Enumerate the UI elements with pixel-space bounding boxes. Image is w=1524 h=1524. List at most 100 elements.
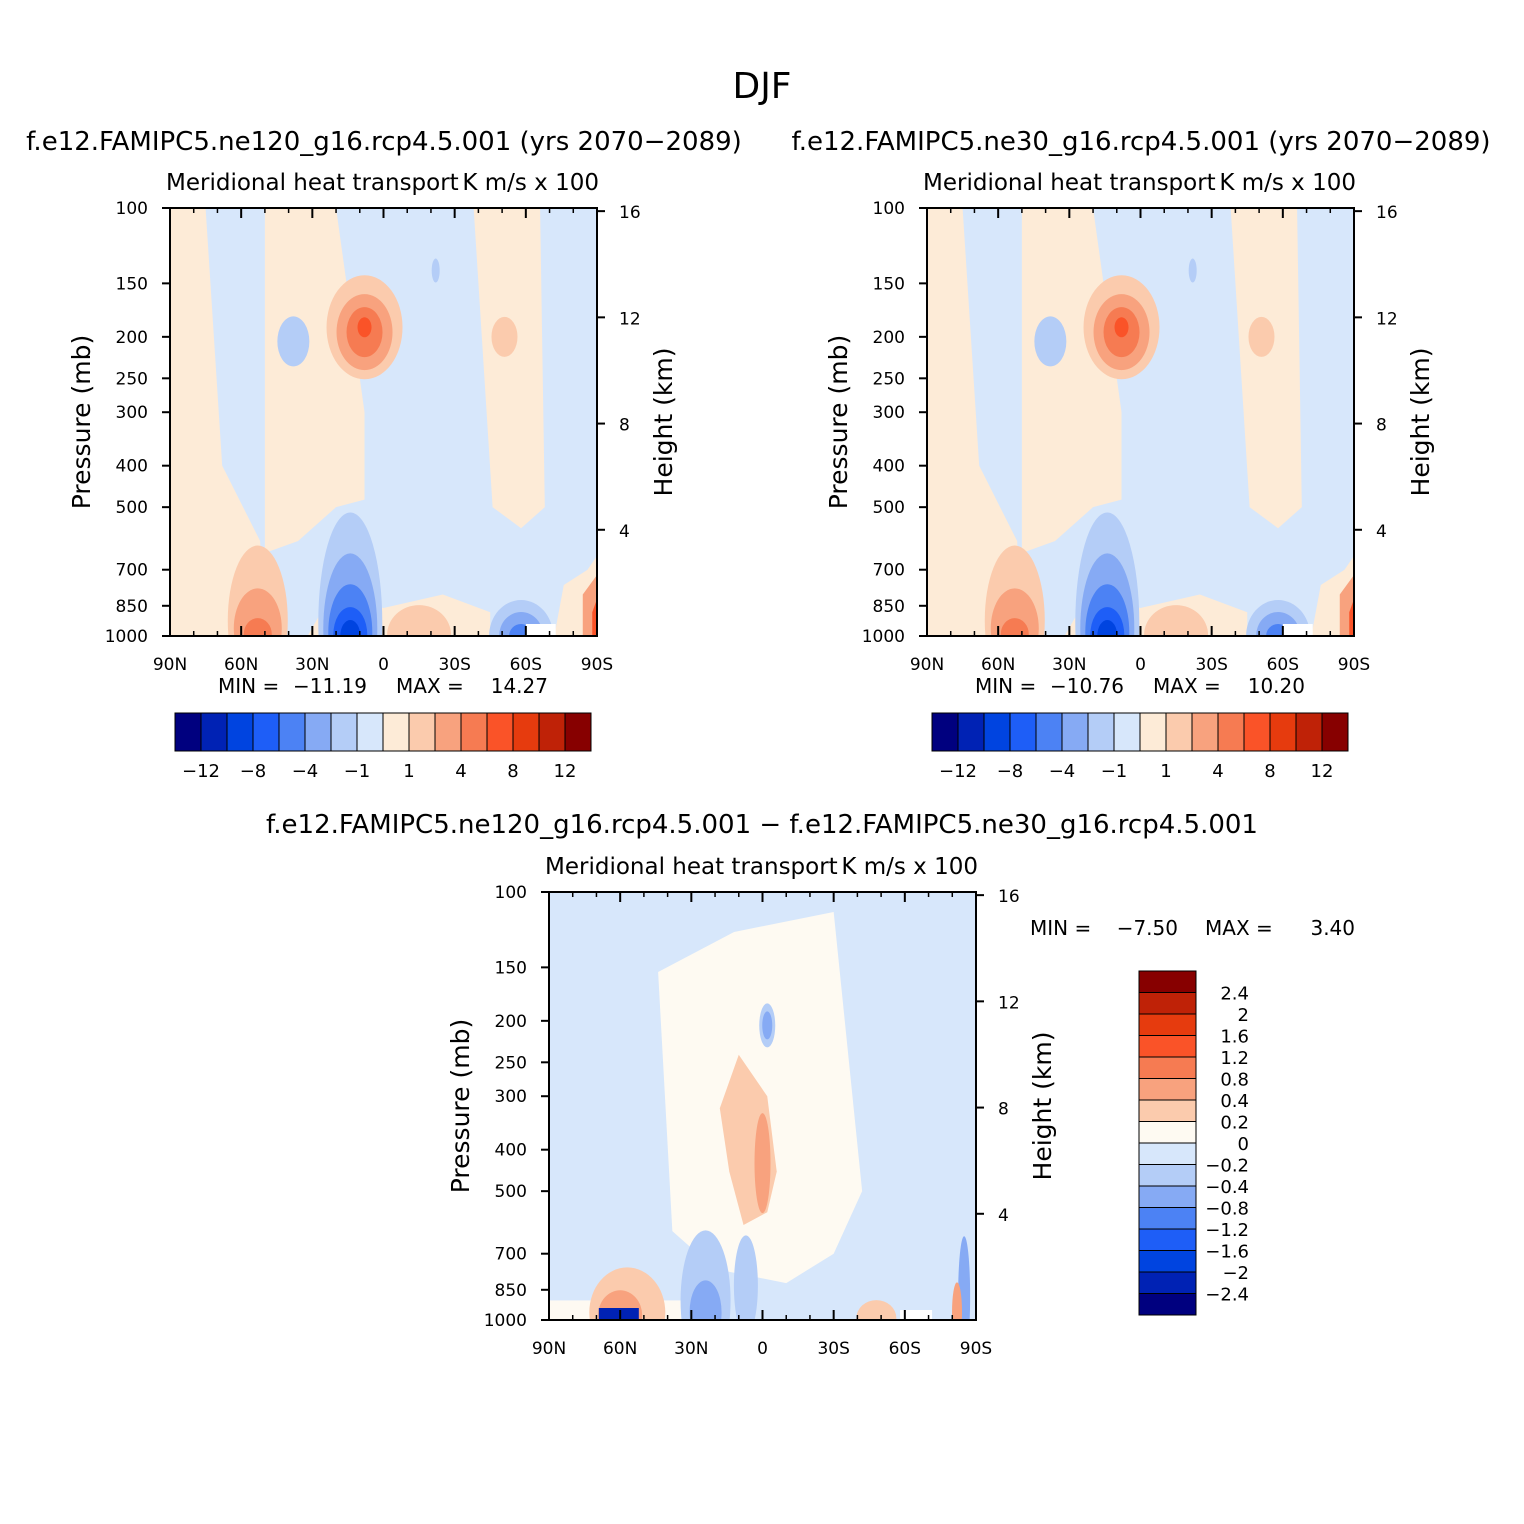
x-tick-label: 60S: [1267, 655, 1299, 675]
y-tick-label: 100: [116, 199, 148, 219]
stats-max-value: 14.27: [491, 674, 548, 698]
colorbar-box: [512, 712, 540, 752]
antarctic-pos-l3: [592, 599, 597, 636]
figure-title: DJF: [732, 66, 791, 107]
y2-tick-label: 4: [1376, 522, 1387, 542]
colorbar-box: [1321, 712, 1349, 752]
y2-axis-label: Height (km): [1028, 1032, 1057, 1181]
colorbar-box: [1191, 712, 1219, 752]
colorbar-box: [1138, 1250, 1197, 1273]
x-tick-label: 0: [1135, 655, 1146, 675]
positive-region-nh: [170, 208, 265, 636]
storm-track-l3: [243, 618, 272, 636]
stats-max-label: MAX =: [396, 674, 464, 698]
sh-jet-max: [491, 316, 518, 357]
colorbar-label: −0.8: [1205, 1199, 1249, 1220]
colorbar-box: [1138, 1099, 1197, 1122]
y-tick-label: 500: [116, 498, 148, 518]
plot-left-title: Meridional heat transport: [166, 170, 459, 196]
x-tick-label: 90S: [1338, 655, 1370, 675]
colorbar-box: [1243, 712, 1271, 752]
colorbar-label: 4: [1212, 761, 1223, 782]
y-tick-label: 400: [873, 457, 905, 477]
colorbar-box: [1139, 712, 1167, 752]
colorbar-label: −0.2: [1205, 1156, 1249, 1177]
colorbar-box: [1138, 1271, 1197, 1294]
colorbar-label: −1.2: [1205, 1220, 1249, 1241]
missing-data-patch: [1282, 624, 1313, 636]
colorbar-box: [278, 712, 306, 752]
y-tick-label: 300: [495, 1087, 527, 1107]
colorbar-box: [460, 712, 488, 752]
colorbar-box: [1061, 712, 1089, 752]
x-tick-label: 30N: [295, 655, 329, 675]
colorbar-box: [1165, 712, 1193, 752]
contour-field: [927, 208, 1354, 636]
colorbar-box: [1138, 1121, 1197, 1144]
y-tick-label: 400: [495, 1141, 527, 1161]
colorbar-box: [957, 712, 985, 752]
colorbar-box: [1138, 1228, 1197, 1251]
colorbar-box: [434, 712, 462, 752]
y-tick-label: 1000: [105, 627, 148, 647]
colorbar-label: 8: [507, 761, 518, 782]
y-tick-label: 250: [116, 369, 148, 389]
y2-tick-label: 8: [619, 416, 630, 436]
x-tick-label: 90S: [960, 1339, 992, 1359]
neg-core-upper-nh: [277, 316, 310, 367]
stats-min-value: −11.19: [293, 674, 367, 698]
y2-tick-label: 8: [1376, 416, 1387, 436]
colorbar-label: 0: [1238, 1134, 1249, 1155]
neg-core-upper-nh: [1034, 316, 1067, 367]
x-tick-label: 90S: [581, 655, 613, 675]
stats-min-label: MIN =: [218, 674, 279, 698]
y-tick-label: 200: [116, 328, 148, 348]
x-tick-label: 0: [757, 1339, 768, 1359]
panel-ne30: f.e12.FAMIPC5.ne30_g16.rcp4.5.001 (yrs 2…: [791, 127, 1490, 782]
missing-data-patch: [900, 1310, 933, 1320]
colorbar-box: [226, 712, 254, 752]
y-tick-label: 300: [873, 403, 905, 423]
x-tick-label: 30S: [438, 655, 470, 675]
colorbar-label: 2: [1238, 1005, 1249, 1026]
neg-core-upper-sh: [431, 258, 440, 283]
y-tick-label: 400: [116, 457, 148, 477]
plot-left-title: Meridional heat transport: [923, 170, 1216, 196]
y-tick-label: 250: [495, 1053, 527, 1073]
colorbar-label: 12: [1311, 761, 1334, 782]
colorbar-box: [356, 712, 384, 752]
diff-low-neg-l2: [689, 1280, 722, 1320]
colorbar-label: −1: [1101, 761, 1128, 782]
x-tick-label: 60S: [889, 1339, 921, 1359]
colorbar-box: [1138, 992, 1197, 1015]
colorbar-label: 4: [455, 761, 466, 782]
missing-data-patch: [525, 624, 556, 636]
y-tick-label: 300: [116, 403, 148, 423]
plot-units: K m/s x 100: [841, 854, 978, 880]
x-tick-label: 30N: [674, 1339, 708, 1359]
y-tick-label: 850: [873, 597, 905, 617]
diff-sh-low-pos: [856, 1300, 897, 1320]
stats-max-value: 10.20: [1248, 674, 1305, 698]
y2-tick-label: 4: [998, 1206, 1009, 1226]
colorbar-box: [1138, 1142, 1197, 1165]
x-tick-label: 60S: [510, 655, 542, 675]
y2-axis-label: Height (km): [1406, 348, 1435, 497]
plot-units: K m/s x 100: [462, 170, 599, 196]
x-tick-label: 90N: [153, 655, 187, 675]
y-axis-label: Pressure (mb): [67, 335, 96, 509]
y2-tick-label: 8: [998, 1100, 1009, 1120]
colorbar-label: −2: [1222, 1263, 1249, 1284]
colorbar-box: [538, 712, 566, 752]
colorbar-box: [1138, 970, 1197, 993]
contour-field: [170, 208, 597, 636]
trop-neg-l5: [1097, 620, 1118, 636]
y-tick-label: 1000: [862, 627, 905, 647]
y-tick-label: 150: [873, 274, 905, 294]
plot-left-title: Meridional heat transport: [545, 854, 838, 880]
diff-mid-neg: [733, 1235, 758, 1320]
x-tick-label: 60N: [603, 1339, 637, 1359]
colorbar-label: 12: [554, 761, 577, 782]
positive-region-nh: [927, 208, 1022, 636]
stats-max-value: 3.40: [1310, 916, 1355, 940]
